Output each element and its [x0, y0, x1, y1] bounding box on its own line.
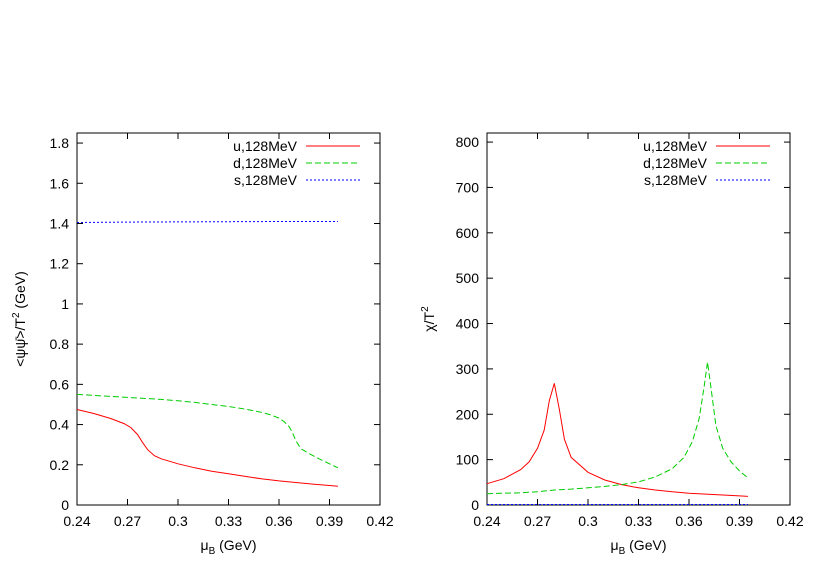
x-tick-label: 0.39 [726, 513, 753, 529]
y-tick-label: 300 [456, 361, 480, 377]
legend-label: u,128MeV [233, 138, 297, 154]
y-tick-label: 0.2 [50, 457, 70, 473]
x-tick-label: 0.27 [114, 513, 141, 529]
x-axis-label: μB (GeV) [611, 537, 667, 557]
legend-label: d,128MeV [233, 155, 297, 171]
x-tick-label: 0.24 [473, 513, 500, 529]
y-tick-label: 1.8 [50, 135, 70, 151]
series-line-s [76, 221, 338, 223]
y-tick-label: 1.4 [50, 215, 70, 231]
x-tick-label: 0.3 [578, 513, 598, 529]
y-tick-label: 800 [456, 134, 480, 150]
x-axis-label-unit: (GeV) [625, 537, 666, 553]
x-axis-label: μB (GeV) [201, 537, 257, 557]
y-tick-label: 500 [456, 270, 480, 286]
x-tick-label: 0.42 [366, 513, 393, 529]
plot-frame [486, 132, 791, 506]
series-line-d [76, 393, 339, 469]
y-tick-label: 400 [456, 316, 480, 332]
y-tick-label: 0 [61, 497, 69, 513]
y-tick-label: 0.6 [50, 376, 70, 392]
x-tick-label: 0.27 [524, 513, 551, 529]
series-line-u [486, 383, 748, 497]
legend-label: s,128MeV [234, 172, 298, 188]
x-tick-label: 0.36 [675, 513, 702, 529]
x-tick-label: 0.42 [776, 513, 803, 529]
x-tick-label: 0.33 [625, 513, 652, 529]
legend-label: d,128MeV [643, 155, 707, 171]
y-axis-label-sup: 2 [11, 312, 22, 318]
y-tick-label: 200 [456, 406, 480, 422]
y-tick-label: 0.4 [50, 417, 70, 433]
legend-label: s,128MeV [644, 172, 708, 188]
y-tick-label: 100 [456, 452, 480, 468]
x-axis-label-sub: B [619, 546, 626, 557]
x-axis-label-unit: (GeV) [215, 537, 256, 553]
y-tick-label: 1.2 [50, 256, 70, 272]
y-axis-label-unit: (GeV) [12, 271, 28, 312]
chart-2: 0.24 0.27 0.3 0.33 0.36 0.39 0.42 0 100 200 300 400… [420, 132, 804, 557]
series-line-u [76, 409, 338, 487]
y-tick-label: 1 [61, 296, 69, 312]
y-axis-label: χ/T2 [420, 306, 437, 332]
x-axis-label-main: μ [611, 537, 619, 553]
y-tick-label: 0.8 [50, 336, 70, 352]
y-tick-label: 700 [456, 179, 480, 195]
y-axis-label: <ψψ̄>/T2 (GeV) [11, 271, 28, 367]
x-axis-label-main: μ [201, 537, 209, 553]
x-tick-label: 0.36 [265, 513, 292, 529]
plot-frame [76, 132, 381, 506]
chart-1: 0.24 0.27 0.3 0.33 0.36 0.39 0.42 0 0.2 0.4 0.6 0.8… [11, 132, 394, 557]
x-tick-label: 0.33 [215, 513, 242, 529]
y-tick-label: 600 [456, 225, 480, 241]
x-tick-label: 0.39 [316, 513, 343, 529]
y-tick-label: 0 [471, 497, 479, 513]
series-line-d [486, 362, 749, 495]
x-tick-label: 0.24 [63, 513, 90, 529]
y-axis-label-main: <ψψ̄>/T [12, 318, 28, 367]
x-tick-label: 0.3 [168, 513, 188, 529]
y-axis-label-main: χ/T [421, 311, 437, 331]
y-tick-label: 1.6 [50, 175, 70, 191]
y-axis-label-sup: 2 [420, 306, 431, 312]
x-axis-label-sub: B [209, 546, 216, 557]
legend-label: u,128MeV [643, 138, 707, 154]
